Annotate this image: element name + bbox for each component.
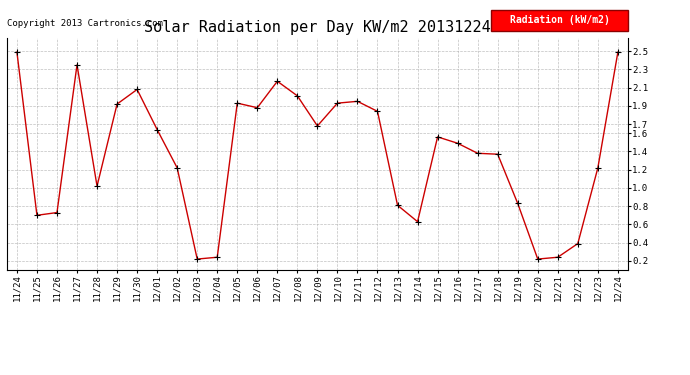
- FancyBboxPatch shape: [491, 10, 628, 30]
- Title: Solar Radiation per Day KW/m2 20131224: Solar Radiation per Day KW/m2 20131224: [144, 20, 491, 35]
- Text: Radiation (kW/m2): Radiation (kW/m2): [510, 15, 609, 25]
- Text: Copyright 2013 Cartronics.com: Copyright 2013 Cartronics.com: [7, 19, 163, 28]
